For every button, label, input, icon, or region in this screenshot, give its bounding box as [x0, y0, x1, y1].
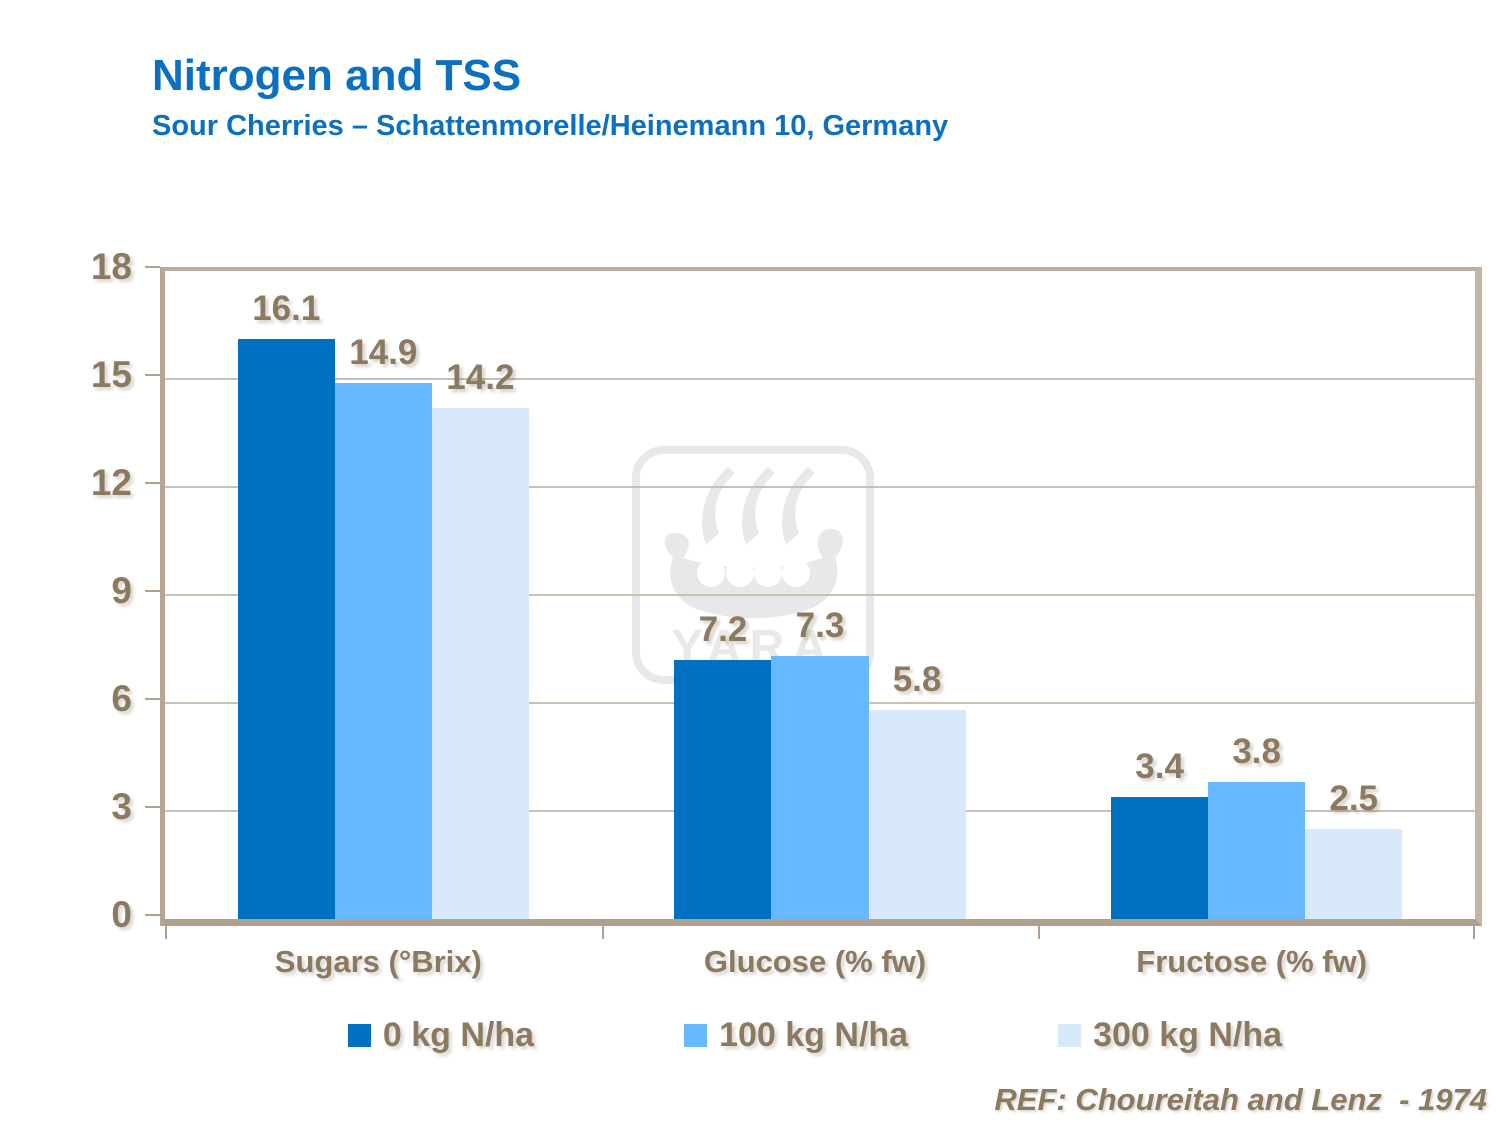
page-title: Nitrogen and TSS	[152, 51, 522, 100]
legend-label: 0 kg N/ha	[382, 1016, 535, 1054]
bar-value-label: 16.1	[252, 289, 321, 329]
bar-value-label: 5.8	[892, 660, 942, 700]
y-tick-label-12: 12	[90, 462, 132, 503]
bar-0-kg-n-ha-1	[237, 339, 335, 919]
bar-value-label: 3.8	[1232, 732, 1281, 772]
bar-100-kg-n-ha-2	[771, 656, 869, 919]
y-tick-mark	[145, 374, 160, 376]
plot-area: YARA 16.1 14.9 14.2 7.2 7.3 5.8 3.4 3.8 2.5	[160, 267, 1482, 939]
gridline-9	[165, 594, 1475, 596]
y-tick-mark	[145, 914, 160, 916]
bar-value-label: 14.2	[446, 357, 515, 397]
bar-value-label: 14.9	[349, 332, 418, 372]
bar-0-kg-n-ha-3	[1111, 796, 1209, 919]
y-tick-mark	[145, 590, 160, 592]
y-tick-label-18: 18	[90, 246, 132, 287]
legend: 0 kg N/ha 100 kg N/ha 300 kg N/ha	[160, 1016, 1470, 1055]
legend-swatch-icon	[684, 1024, 708, 1047]
x-tick-mark	[165, 919, 167, 939]
bar-value-label: 7.3	[795, 606, 845, 646]
x-axis-label-1: Sugars (°Brix)	[274, 944, 482, 979]
bar-0-kg-n-ha-2	[674, 659, 772, 919]
y-tick-label-9: 9	[111, 570, 132, 611]
legend-entry: 100 kg N/ha	[684, 1016, 908, 1055]
bar-value-label: 2.5	[1329, 779, 1379, 818]
gridline-12	[165, 486, 1475, 488]
legend-entry: 300 kg N/ha	[1058, 1016, 1282, 1055]
bar-group-2: 7.2 7.3 5.8	[602, 271, 1039, 919]
page-subtitle: Sour Cherries – Schattenmorelle/Heineman…	[152, 110, 949, 142]
y-tick-label-0: 0	[111, 894, 132, 935]
bar-100-kg-n-ha-3	[1208, 782, 1306, 919]
legend-swatch-icon	[1058, 1024, 1082, 1047]
bar-300-kg-n-ha-1	[431, 407, 529, 919]
y-tick-label-6: 6	[111, 678, 132, 719]
x-axis-labels: Sugars (°Brix) Glucose (% fw) Fructose (% …	[160, 944, 1470, 980]
bar-100-kg-n-ha-1	[334, 382, 432, 919]
legend-label: 300 kg N/ha	[1093, 1016, 1283, 1054]
reference-text: REF: Choureitah and Lenz - 1974	[994, 1082, 1487, 1117]
bar-value-label: 7.2	[698, 609, 748, 649]
x-tick-mark	[1473, 919, 1475, 939]
legend-label: 100 kg N/ha	[719, 1016, 909, 1054]
bar-value-label: 3.4	[1135, 746, 1184, 786]
y-tick-label-15: 15	[90, 354, 132, 395]
x-axis-label-2: Glucose (% fw)	[703, 944, 927, 979]
y-tick-mark	[145, 266, 160, 268]
x-tick-mark	[601, 919, 604, 939]
x-tick-mark	[1038, 919, 1041, 939]
bar-300-kg-n-ha-3	[1305, 829, 1403, 919]
y-axis: 0 3 6 9 12 15 18	[0, 246, 160, 935]
y-tick-mark	[145, 806, 160, 808]
bar-group-3: 3.4 3.8 2.5	[1038, 271, 1475, 919]
y-tick-mark	[145, 698, 160, 700]
legend-swatch-icon	[347, 1024, 371, 1047]
gridline-15	[165, 378, 1475, 380]
y-tick-label-3: 3	[111, 786, 132, 827]
bar-300-kg-n-ha-2	[868, 710, 966, 919]
bar-group-1: 16.1 14.9 14.2	[165, 271, 602, 919]
legend-entry: 0 kg N/ha	[347, 1016, 535, 1055]
viking-ship-sails-icon	[702, 467, 815, 545]
x-axis-label-3: Fructose (% fw)	[1136, 944, 1368, 979]
y-tick-mark	[145, 482, 160, 484]
